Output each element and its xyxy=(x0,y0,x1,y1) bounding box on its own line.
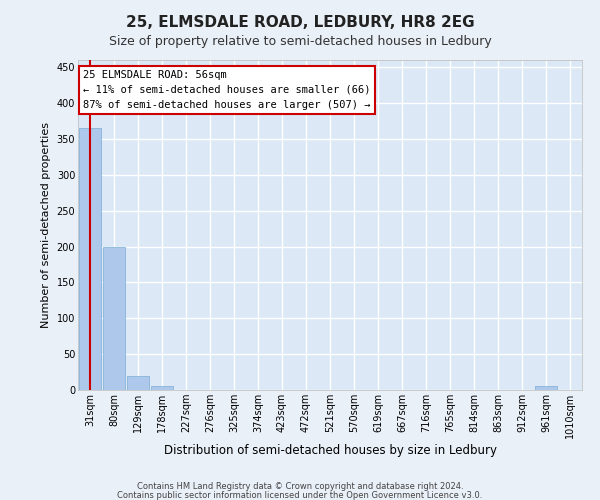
Y-axis label: Number of semi-detached properties: Number of semi-detached properties xyxy=(41,122,51,328)
Bar xyxy=(151,386,173,390)
Bar xyxy=(79,128,101,390)
X-axis label: Distribution of semi-detached houses by size in Ledbury: Distribution of semi-detached houses by … xyxy=(163,444,497,456)
Text: Size of property relative to semi-detached houses in Ledbury: Size of property relative to semi-detach… xyxy=(109,35,491,48)
Text: 25, ELMSDALE ROAD, LEDBURY, HR8 2EG: 25, ELMSDALE ROAD, LEDBURY, HR8 2EG xyxy=(125,15,475,30)
Bar xyxy=(127,376,149,390)
Bar xyxy=(103,246,125,390)
Bar xyxy=(535,386,557,390)
Text: Contains HM Land Registry data © Crown copyright and database right 2024.: Contains HM Land Registry data © Crown c… xyxy=(137,482,463,491)
Text: 25 ELMSDALE ROAD: 56sqm
← 11% of semi-detached houses are smaller (66)
87% of se: 25 ELMSDALE ROAD: 56sqm ← 11% of semi-de… xyxy=(83,70,371,110)
Text: Contains public sector information licensed under the Open Government Licence v3: Contains public sector information licen… xyxy=(118,490,482,500)
